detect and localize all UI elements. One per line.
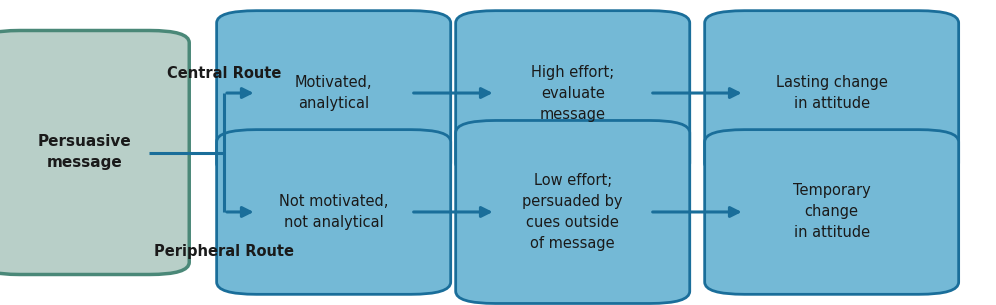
FancyBboxPatch shape	[455, 120, 689, 303]
Text: Central Route: Central Route	[167, 66, 281, 81]
Text: Processing: Processing	[523, 15, 622, 30]
FancyBboxPatch shape	[455, 11, 689, 175]
Text: Persuasive
message: Persuasive message	[38, 135, 131, 170]
FancyBboxPatch shape	[217, 130, 450, 294]
FancyBboxPatch shape	[0, 30, 189, 274]
Text: Persuasion: Persuasion	[782, 15, 881, 30]
Text: Audience: Audience	[292, 15, 375, 30]
Text: Temporary
change
in attitude: Temporary change in attitude	[793, 184, 871, 240]
Text: High effort;
evaluate
message: High effort; evaluate message	[531, 65, 615, 121]
Text: Peripheral Route: Peripheral Route	[154, 244, 294, 259]
FancyBboxPatch shape	[704, 11, 958, 175]
Text: Not motivated,
not analytical: Not motivated, not analytical	[279, 194, 388, 230]
Text: Lasting change
in attitude: Lasting change in attitude	[776, 75, 887, 111]
Text: Motivated,
analytical: Motivated, analytical	[295, 75, 373, 111]
FancyBboxPatch shape	[217, 11, 450, 175]
Text: Low effort;
persuaded by
cues outside
of message: Low effort; persuaded by cues outside of…	[523, 173, 622, 251]
FancyBboxPatch shape	[704, 130, 958, 294]
